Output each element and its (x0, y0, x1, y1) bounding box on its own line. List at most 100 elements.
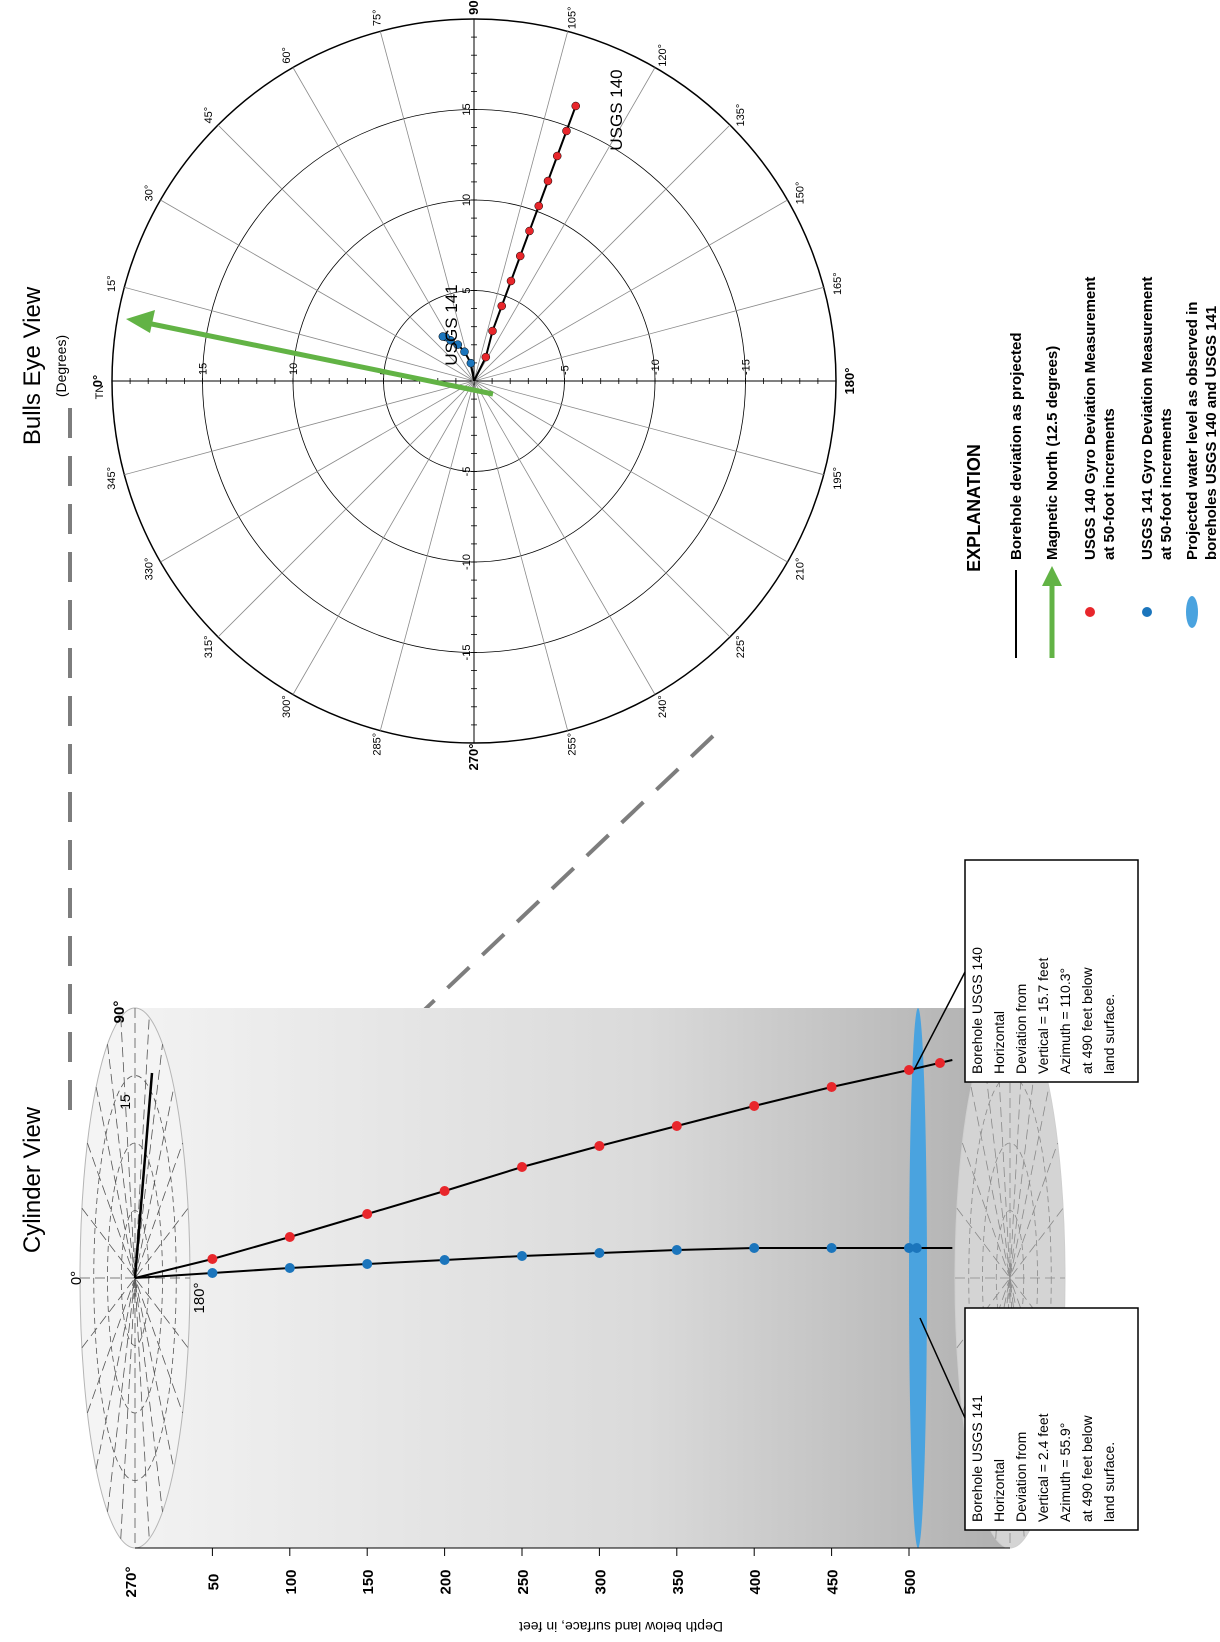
depth-axis-ticks: 50 100 150 200 250 300 350 400 450 500 (135, 1547, 1010, 1595)
usgs140-point (826, 1082, 837, 1092)
bulls-eye-borehole-tracks (438, 101, 580, 382)
usgs140-point (362, 1209, 373, 1219)
azimuth-label: 30° (143, 185, 155, 202)
usgs141-point (466, 358, 476, 368)
legend-usgs141-dot (1142, 607, 1152, 617)
bulls-eye-spoke (160, 199, 475, 382)
usgs140-point (284, 1232, 295, 1242)
bulls-eye-spoke (473, 31, 569, 382)
azimuth-label: 150° (795, 182, 807, 205)
cylinder-label-15: 15 (117, 1094, 133, 1110)
axis-label-south: -10 (650, 359, 662, 375)
depth-tick-label: 300 (592, 1569, 609, 1594)
usgs141-point (594, 1248, 605, 1258)
legend-text: Magnetic North (12.5 degrees) (1044, 346, 1061, 560)
cylinder-label-180: 180° (191, 1282, 208, 1313)
legend-usgs140-dot (1085, 607, 1095, 617)
azimuth-label: 120° (657, 44, 669, 67)
explanation-title: EXPLANATION (964, 444, 984, 572)
usgs140-point (517, 1162, 527, 1172)
usgs140-point (562, 126, 571, 136)
azimuth-label: 105° (566, 6, 578, 29)
axis-label-west: -15 (461, 645, 473, 661)
axis-label-north: 10 (288, 363, 300, 375)
bulls-eye-spoke (473, 67, 656, 382)
axis-label-west: -10 (461, 554, 473, 570)
axis-label-north: 15 (198, 363, 210, 375)
azimuth-label: 330° (143, 558, 155, 581)
callout-usgs140: Borehole USGS 140 Horizontal Deviation fro… (913, 859, 1139, 1083)
callout-line: Borehole USGS 140 (969, 947, 985, 1074)
legend-text: Borehole deviation as projected (1008, 332, 1025, 560)
usgs140-point (594, 1141, 605, 1151)
bulls-eye-spoke (379, 31, 475, 382)
usgs140-track (134, 1059, 953, 1279)
usgs141-point (284, 1263, 295, 1273)
usgs140-point (488, 326, 497, 336)
axis-label-west: -5 (461, 467, 473, 477)
callout-line: Azimuth = 55.9° (1057, 1423, 1073, 1522)
legend-text: USGS 141 Gyro Deviation Measurement (1139, 277, 1156, 560)
azimuth-label: 45° (203, 107, 215, 124)
usgs140-point (515, 251, 525, 261)
depth-label-270: 270° (123, 1566, 140, 1597)
bulls-eye-spoke (473, 380, 656, 695)
callout-line: land surface. (1101, 1442, 1117, 1522)
cap-spoke (107, 1044, 163, 1512)
usgs141-point (517, 1251, 527, 1261)
depth-tick-label: 450 (825, 1569, 842, 1594)
bulls-eye-spoke (292, 380, 475, 695)
azimuth-label: 60° (281, 47, 293, 64)
cylinder-view: 90° 15 0° 180° 50 100 150 200 250 300 350 400 45… (19, 1001, 1066, 1635)
legend-text: boreholes USGS 140 and USGS 141 (1203, 306, 1220, 560)
axis-label-east: 15 (461, 103, 473, 115)
legend-text: at 50-foot increments (1158, 408, 1175, 560)
depth-tick-label: 250 (515, 1569, 532, 1594)
bulls-eye-spoke (292, 67, 475, 382)
callout-line: Deviation from (1013, 984, 1029, 1074)
usgs141-point (460, 347, 469, 356)
bulls-eye-spoke (473, 124, 731, 382)
azimuth-label: 270° (466, 744, 481, 771)
bulls-eye-spoke (473, 380, 569, 731)
depth-tick-label: 200 (438, 1569, 455, 1594)
bulls-eye-spoke (124, 380, 475, 476)
usgs140-point (749, 1101, 760, 1111)
bulls-eye-spoke (473, 380, 731, 638)
depth-tick-label: 50 (205, 1574, 222, 1591)
azimuth-label: 345° (106, 467, 118, 490)
bulls-eye-spoke (473, 286, 824, 382)
usgs140-point (207, 1254, 218, 1264)
usgs141-track-label: USGS 141 (442, 284, 461, 365)
usgs141-point (904, 1243, 914, 1253)
bulls-eye-spoke (473, 199, 788, 382)
legend-text: USGS 140 Gyro Deviation Measurement (1082, 277, 1099, 560)
axis-label-south: -15 (741, 359, 753, 375)
azimuth-label: 165° (832, 272, 844, 295)
bulls-eye-spoke (473, 380, 788, 563)
depth-tick-label: 500 (902, 1569, 919, 1594)
callout-line: at 490 feet below (1079, 966, 1095, 1074)
usgs141-point (439, 1255, 450, 1265)
axis-label-east: 10 (461, 194, 473, 206)
usgs141-point (911, 1243, 922, 1253)
usgs140-point (525, 226, 534, 236)
azimuth-label: 300° (281, 695, 293, 718)
usgs140-point (506, 276, 516, 286)
explanation: EXPLANATION Borehole deviation as projec… (964, 277, 1220, 658)
usgs141-point (749, 1243, 760, 1253)
usgs140-point (571, 101, 580, 111)
cylinder-title: Cylinder View (19, 1106, 46, 1253)
cylinder-label-90: 90° (111, 1001, 128, 1024)
azimuth-label: 240° (657, 695, 669, 718)
azimuth-label: 135° (735, 104, 747, 127)
usgs140-point (497, 301, 506, 311)
cap-spoke (95, 1087, 175, 1469)
cap-spoke (995, 1017, 1025, 1539)
usgs141-point (453, 340, 463, 349)
usgs140-point (534, 201, 543, 211)
cylinder-azimuth-line (133, 1072, 154, 1279)
bulls-eye-spoke (217, 124, 475, 382)
depth-tick-label: 150 (360, 1569, 377, 1594)
